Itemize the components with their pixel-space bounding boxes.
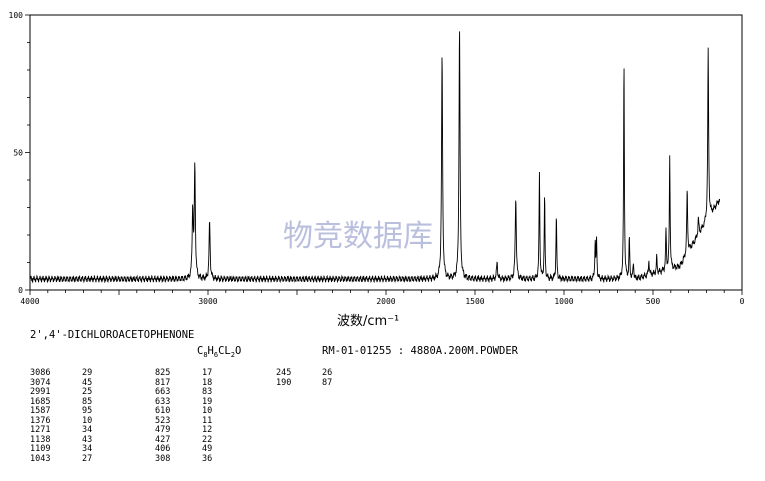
y-tick-label: 0 (18, 286, 23, 295)
x-tick-label: 2000 (376, 297, 395, 306)
y-tick-label: 100 (9, 11, 24, 20)
x-tick-label: 500 (646, 297, 661, 306)
peak-table-col-1-wavenumber: 3086 3074 2991 1685 1587 1376 1271 1138 … (30, 368, 51, 464)
record-info: RM-01-01255 : 4880A.200M.POWDER (322, 345, 518, 357)
x-tick-label: 4000 (20, 297, 39, 306)
x-axis-label: 波数/cm⁻¹ (337, 314, 400, 329)
x-tick-label: 0 (740, 297, 745, 306)
peak-table-col-1-intensity: 29 45 25 85 95 10 34 43 34 27 (82, 368, 93, 464)
spectrum-peak-markers (192, 28, 709, 263)
x-tick-label: 3000 (198, 297, 217, 306)
spectrum-series-line (29, 31, 721, 284)
chart-ticks (25, 14, 743, 295)
molecular-formula: C8H6CL2O (197, 345, 242, 360)
compound-name: 2',4'-DICHLOROACETOPHENONE (30, 329, 195, 341)
watermark-text: 物竞数据库 (283, 219, 433, 254)
chart-tick-labels: 4000 3000 2000 1500 1000 500 0 0 50 100 (9, 11, 745, 306)
peak-table-col-2-intensity: 17 18 83 19 10 11 12 22 49 36 (202, 368, 213, 464)
peak-table-col-3-intensity: 26 87 (322, 368, 333, 388)
y-tick-label: 50 (13, 149, 23, 158)
peak-table-col-3-wavenumber: 245 190 (276, 368, 292, 388)
x-tick-label: 1000 (554, 297, 573, 306)
x-tick-label: 1500 (465, 297, 484, 306)
peak-table-col-2-wavenumber: 825 817 663 633 610 523 479 427 406 308 (155, 368, 171, 464)
